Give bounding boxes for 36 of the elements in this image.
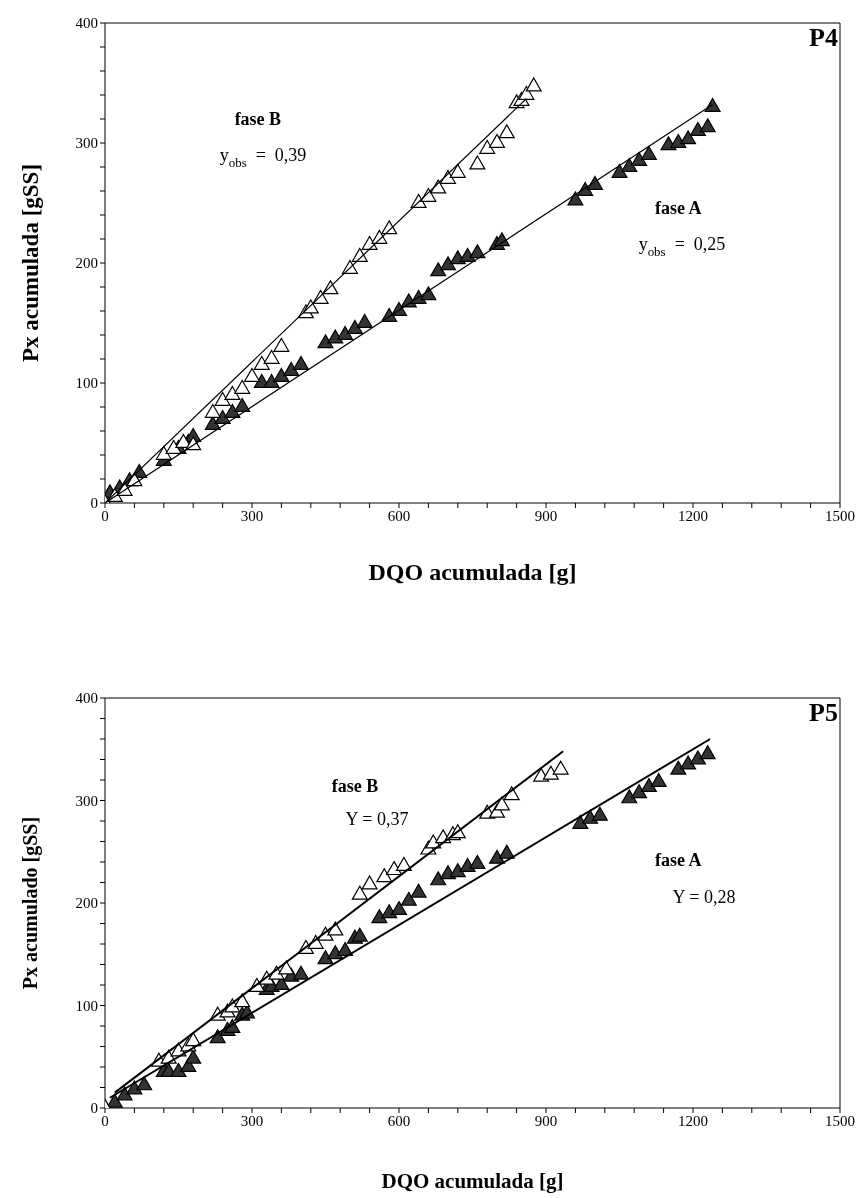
chart-title: P5 xyxy=(809,698,838,727)
x-tick-label: 600 xyxy=(387,507,411,524)
annotation: fase B xyxy=(331,776,379,797)
y-tick-label: 200 xyxy=(75,895,98,912)
x-tick-label: 1200 xyxy=(678,507,708,524)
chart-title: P4 xyxy=(809,23,838,52)
x-tick-label: 300 xyxy=(240,1112,264,1129)
x-tick-label: 300 xyxy=(240,507,264,524)
y-tick-label: 0 xyxy=(90,1100,98,1117)
x-tick-label: 600 xyxy=(387,1112,411,1129)
y-tick-label: 200 xyxy=(75,255,98,272)
annotation: Y = 0,28 xyxy=(672,887,736,908)
x-tick-label: 1200 xyxy=(678,1112,708,1129)
y-axis-title: Px acumulado [gSS] xyxy=(19,816,43,990)
y-tick-label: 400 xyxy=(75,15,98,32)
y-tick-label: 100 xyxy=(75,997,98,1014)
x-tick-label: 900 xyxy=(534,507,558,524)
x-axis-title: DQO acumulada [g] xyxy=(381,1169,564,1193)
annotation: fase A xyxy=(655,198,702,219)
x-axis-title: DQO acumulada [g] xyxy=(368,559,577,585)
annotation: fase A xyxy=(655,850,702,871)
x-tick-label: 1500 xyxy=(825,507,855,524)
x-tick-label: 900 xyxy=(534,1112,558,1129)
y-tick-label: 100 xyxy=(75,375,98,392)
y-tick-label: 300 xyxy=(75,135,98,152)
x-tick-label: 0 xyxy=(101,1112,109,1129)
y-tick-label: 0 xyxy=(90,495,98,512)
y-tick-label: 400 xyxy=(75,690,98,707)
annotation: y$_{obs}$ = 0,25 xyxy=(638,234,726,260)
y-axis-title: Px acumulada [gSS] xyxy=(18,163,44,363)
x-tick-label: 1500 xyxy=(825,1112,855,1129)
x-tick-label: 0 xyxy=(101,507,109,524)
annotation: Y = 0,37 xyxy=(345,809,409,830)
annotation: y$_{obs}$ = 0,39 xyxy=(219,145,307,171)
y-tick-label: 300 xyxy=(75,792,98,809)
annotation: fase B xyxy=(234,109,282,130)
